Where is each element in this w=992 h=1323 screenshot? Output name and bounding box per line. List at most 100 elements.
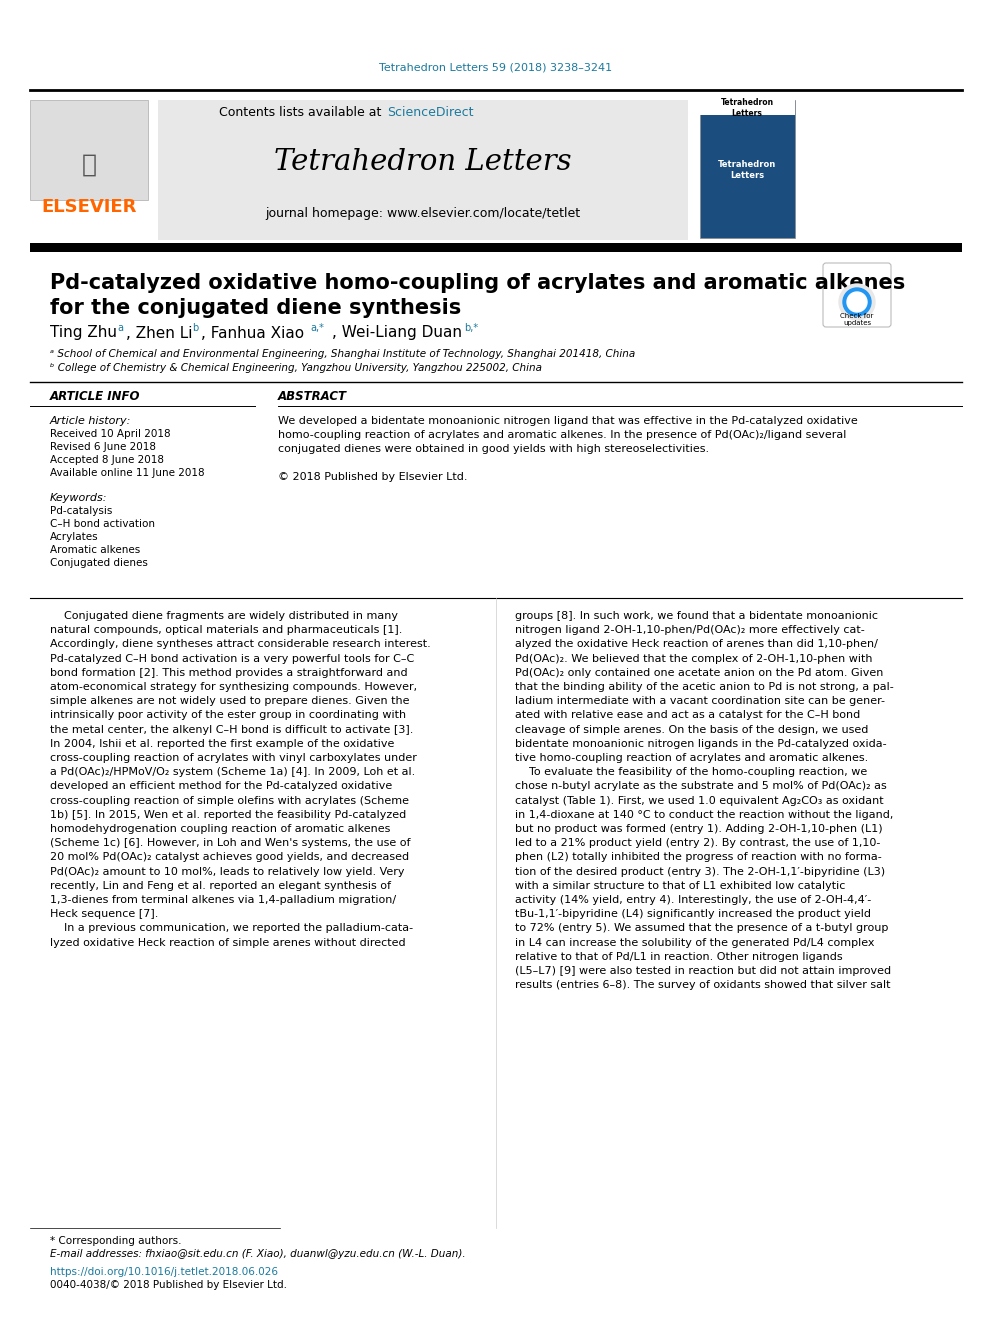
Text: Article history:: Article history:	[50, 415, 131, 426]
Text: Accepted 8 June 2018: Accepted 8 June 2018	[50, 455, 164, 464]
Text: ᵇ College of Chemistry & Chemical Engineering, Yangzhou University, Yangzhou 225: ᵇ College of Chemistry & Chemical Engine…	[50, 363, 542, 373]
Text: led to a 21% product yield (entry 2). By contrast, the use of 1,10-: led to a 21% product yield (entry 2). By…	[515, 839, 880, 848]
Text: cross-coupling reaction of acrylates with vinyl carboxylates under: cross-coupling reaction of acrylates wit…	[50, 753, 417, 763]
Text: Check for
updates: Check for updates	[840, 312, 874, 325]
Text: alyzed the oxidative Heck reaction of arenes than did 1,10-phen/: alyzed the oxidative Heck reaction of ar…	[515, 639, 878, 650]
Text: C–H bond activation: C–H bond activation	[50, 519, 155, 529]
Text: homodehydrogenation coupling reaction of aromatic alkenes: homodehydrogenation coupling reaction of…	[50, 824, 391, 833]
Text: 0040-4038/© 2018 Published by Elsevier Ltd.: 0040-4038/© 2018 Published by Elsevier L…	[50, 1279, 287, 1290]
Text: , Fanhua Xiao: , Fanhua Xiao	[201, 325, 305, 340]
Text: developed an efficient method for the Pd-catalyzed oxidative: developed an efficient method for the Pd…	[50, 782, 392, 791]
Text: ARTICLE INFO: ARTICLE INFO	[50, 390, 141, 404]
Text: Tetrahedron Letters 59 (2018) 3238–3241: Tetrahedron Letters 59 (2018) 3238–3241	[379, 64, 613, 73]
Circle shape	[847, 292, 867, 312]
Text: , Wei-Liang Duan: , Wei-Liang Duan	[332, 325, 462, 340]
Text: phen (L2) totally inhibited the progress of reaction with no forma-: phen (L2) totally inhibited the progress…	[515, 852, 882, 863]
Text: ELSEVIER: ELSEVIER	[42, 198, 137, 216]
Text: Tetrahedron
Letters: Tetrahedron Letters	[720, 98, 774, 118]
Text: Tetrahedron
Letters: Tetrahedron Letters	[718, 160, 776, 180]
Text: b: b	[192, 323, 198, 333]
Bar	[30, 101, 148, 200]
Text: Conjugated dienes: Conjugated dienes	[50, 558, 148, 568]
Text: ated with relative ease and act as a catalyst for the C–H bond: ated with relative ease and act as a cat…	[515, 710, 860, 721]
Text: (L5–L7) [9] were also tested in reaction but did not attain improved: (L5–L7) [9] were also tested in reaction…	[515, 966, 891, 976]
Text: atom-economical strategy for synthesizing compounds. However,: atom-economical strategy for synthesizin…	[50, 681, 417, 692]
Text: Tetrahedron Letters: Tetrahedron Letters	[274, 148, 571, 176]
Text: Contents lists available at: Contents lists available at	[218, 106, 385, 119]
Circle shape	[839, 284, 875, 320]
Text: for the conjugated diene synthesis: for the conjugated diene synthesis	[50, 298, 461, 318]
Text: that the binding ability of the acetic anion to Pd is not strong, a pal-: that the binding ability of the acetic a…	[515, 681, 894, 692]
Text: Pd-catalyzed C–H bond activation is a very powerful tools for C–C: Pd-catalyzed C–H bond activation is a ve…	[50, 654, 415, 664]
Bar	[30, 243, 962, 251]
Text: but no product was formed (entry 1). Adding 2-OH-1,10-phen (L1): but no product was formed (entry 1). Add…	[515, 824, 883, 833]
Text: in 1,4-dioxane at 140 °C to conduct the reaction without the ligand,: in 1,4-dioxane at 140 °C to conduct the …	[515, 810, 894, 820]
Text: Acrylates: Acrylates	[50, 532, 98, 542]
Text: Received 10 April 2018: Received 10 April 2018	[50, 429, 171, 439]
Text: Keywords:: Keywords:	[50, 493, 107, 503]
Text: cross-coupling reaction of simple olefins with acrylates (Scheme: cross-coupling reaction of simple olefin…	[50, 795, 409, 806]
Text: nitrogen ligand 2-OH-1,10-phen/Pd(OAc)₂ more effectively cat-: nitrogen ligand 2-OH-1,10-phen/Pd(OAc)₂ …	[515, 626, 865, 635]
Text: bidentate monoanionic nitrogen ligands in the Pd-catalyzed oxida-: bidentate monoanionic nitrogen ligands i…	[515, 738, 887, 749]
Text: chose n-butyl acrylate as the substrate and 5 mol% of Pd(OAc)₂ as: chose n-butyl acrylate as the substrate …	[515, 782, 887, 791]
Text: cleavage of simple arenes. On the basis of the design, we used: cleavage of simple arenes. On the basis …	[515, 725, 868, 734]
Text: 1,3-dienes from terminal alkenes via 1,4-palladium migration/: 1,3-dienes from terminal alkenes via 1,4…	[50, 894, 396, 905]
Text: homo-coupling reaction of acrylates and aromatic alkenes. In the presence of Pd(: homo-coupling reaction of acrylates and …	[278, 430, 846, 441]
Text: Conjugated diene fragments are widely distributed in many: Conjugated diene fragments are widely di…	[50, 611, 398, 620]
Text: Pd(OAc)₂ amount to 10 mol%, leads to relatively low yield. Very: Pd(OAc)₂ amount to 10 mol%, leads to rel…	[50, 867, 405, 877]
Text: a,*: a,*	[310, 323, 323, 333]
Text: natural compounds, optical materials and pharmaceuticals [1].: natural compounds, optical materials and…	[50, 626, 403, 635]
Text: ladium intermediate with a vacant coordination site can be gener-: ladium intermediate with a vacant coordi…	[515, 696, 885, 706]
Text: a: a	[117, 323, 123, 333]
Text: Pd-catalyzed oxidative homo-coupling of acrylates and aromatic alkenes: Pd-catalyzed oxidative homo-coupling of …	[50, 273, 906, 292]
Text: Pd(OAc)₂. We believed that the complex of 2-OH-1,10-phen with: Pd(OAc)₂. We believed that the complex o…	[515, 654, 873, 664]
Text: (Scheme 1c) [6]. However, in Loh and Wen's systems, the use of: (Scheme 1c) [6]. However, in Loh and Wen…	[50, 839, 411, 848]
Text: b,*: b,*	[464, 323, 478, 333]
Text: Accordingly, diene syntheses attract considerable research interest.: Accordingly, diene syntheses attract con…	[50, 639, 431, 650]
Text: tive homo-coupling reaction of acrylates and aromatic alkenes.: tive homo-coupling reaction of acrylates…	[515, 753, 868, 763]
Text: with a similar structure to that of L1 exhibited low catalytic: with a similar structure to that of L1 e…	[515, 881, 845, 890]
Text: results (entries 6–8). The survey of oxidants showed that silver salt: results (entries 6–8). The survey of oxi…	[515, 980, 891, 990]
Text: catalyst (Table 1). First, we used 1.0 equivalent Ag₂CO₃ as oxidant: catalyst (Table 1). First, we used 1.0 e…	[515, 795, 884, 806]
Text: 1b) [5]. In 2015, Wen et al. reported the feasibility Pd-catalyzed: 1b) [5]. In 2015, Wen et al. reported th…	[50, 810, 407, 820]
Circle shape	[843, 288, 871, 316]
Bar	[158, 101, 688, 239]
Bar	[700, 101, 795, 115]
Text: activity (14% yield, entry 4). Interestingly, the use of 2-OH-4,4′-: activity (14% yield, entry 4). Interesti…	[515, 894, 871, 905]
Text: * Corresponding authors.: * Corresponding authors.	[50, 1236, 182, 1246]
Text: intrinsically poor activity of the ester group in coordinating with: intrinsically poor activity of the ester…	[50, 710, 406, 721]
Text: In 2004, Ishii et al. reported the first example of the oxidative: In 2004, Ishii et al. reported the first…	[50, 738, 395, 749]
Bar	[700, 101, 795, 238]
Text: Pd(OAc)₂ only contained one acetate anion on the Pd atom. Given: Pd(OAc)₂ only contained one acetate anio…	[515, 668, 883, 677]
Text: We developed a bidentate monoanionic nitrogen ligand that was effective in the P: We developed a bidentate monoanionic nit…	[278, 415, 858, 426]
Text: recently, Lin and Feng et al. reported an elegant synthesis of: recently, Lin and Feng et al. reported a…	[50, 881, 391, 890]
Text: Ting Zhu: Ting Zhu	[50, 325, 117, 340]
Text: to 72% (entry 5). We assumed that the presence of a t-butyl group: to 72% (entry 5). We assumed that the pr…	[515, 923, 889, 934]
Text: journal homepage: www.elsevier.com/locate/tetlet: journal homepage: www.elsevier.com/locat…	[266, 206, 580, 220]
Text: bond formation [2]. This method provides a straightforward and: bond formation [2]. This method provides…	[50, 668, 408, 677]
Text: Heck sequence [7].: Heck sequence [7].	[50, 909, 159, 919]
FancyBboxPatch shape	[823, 263, 891, 327]
Text: In a previous communication, we reported the palladium-cata-: In a previous communication, we reported…	[50, 923, 413, 934]
Text: To evaluate the feasibility of the homo-coupling reaction, we: To evaluate the feasibility of the homo-…	[515, 767, 867, 777]
Text: Available online 11 June 2018: Available online 11 June 2018	[50, 468, 204, 478]
Text: tBu-1,1′-bipyridine (L4) significantly increased the product yield: tBu-1,1′-bipyridine (L4) significantly i…	[515, 909, 871, 919]
Text: ᵃ School of Chemical and Environmental Engineering, Shanghai Institute of Techno: ᵃ School of Chemical and Environmental E…	[50, 349, 635, 359]
Text: a Pd(OAc)₂/HPMoV/O₂ system (Scheme 1a) [4]. In 2009, Loh et al.: a Pd(OAc)₂/HPMoV/O₂ system (Scheme 1a) […	[50, 767, 416, 777]
Text: Revised 6 June 2018: Revised 6 June 2018	[50, 442, 156, 452]
Text: relative to that of Pd/L1 in reaction. Other nitrogen ligands: relative to that of Pd/L1 in reaction. O…	[515, 951, 842, 962]
Text: groups [8]. In such work, we found that a bidentate monoanionic: groups [8]. In such work, we found that …	[515, 611, 878, 620]
Text: Aromatic alkenes: Aromatic alkenes	[50, 545, 140, 556]
Text: conjugated dienes were obtained in good yields with high stereoselectivities.: conjugated dienes were obtained in good …	[278, 445, 709, 454]
Text: , Zhen Li: , Zhen Li	[126, 325, 192, 340]
Text: simple alkenes are not widely used to prepare dienes. Given the: simple alkenes are not widely used to pr…	[50, 696, 410, 706]
Text: lyzed oxidative Heck reaction of simple arenes without directed: lyzed oxidative Heck reaction of simple …	[50, 938, 406, 947]
Text: ABSTRACT: ABSTRACT	[278, 390, 347, 404]
Text: © 2018 Published by Elsevier Ltd.: © 2018 Published by Elsevier Ltd.	[278, 472, 467, 482]
Text: 20 mol% Pd(OAc)₂ catalyst achieves good yields, and decreased: 20 mol% Pd(OAc)₂ catalyst achieves good …	[50, 852, 409, 863]
Text: ScienceDirect: ScienceDirect	[387, 106, 473, 119]
Text: https://doi.org/10.1016/j.tetlet.2018.06.026: https://doi.org/10.1016/j.tetlet.2018.06…	[50, 1267, 278, 1277]
Text: E-mail addresses: fhxiao@sit.edu.cn (F. Xiao), duanwl@yzu.edu.cn (W.-L. Duan).: E-mail addresses: fhxiao@sit.edu.cn (F. …	[50, 1249, 465, 1259]
Text: in L4 can increase the solubility of the generated Pd/L4 complex: in L4 can increase the solubility of the…	[515, 938, 875, 947]
Text: the metal center, the alkenyl C–H bond is difficult to activate [3].: the metal center, the alkenyl C–H bond i…	[50, 725, 414, 734]
